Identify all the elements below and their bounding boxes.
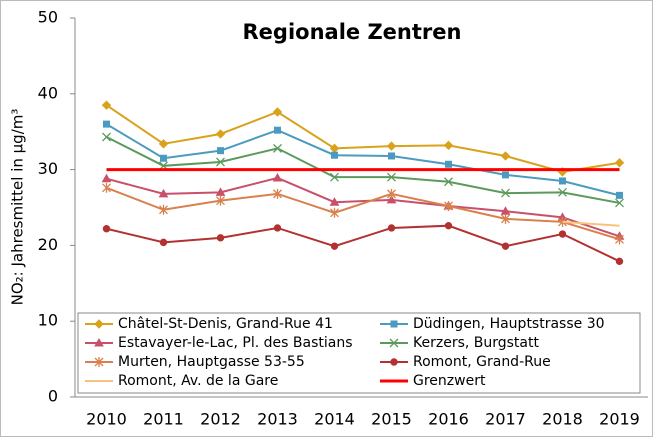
- data-point: [101, 100, 112, 110]
- legend-marker: [94, 337, 104, 347]
- data-point: [387, 224, 396, 232]
- data-point: [616, 191, 623, 199]
- data-point: [273, 188, 282, 199]
- legend-label: Grenzwert: [413, 373, 486, 389]
- series-line: [562, 220, 620, 227]
- data-point: [445, 160, 452, 168]
- data-point: [217, 147, 224, 155]
- legend-marker: [94, 357, 104, 367]
- data-point: [158, 139, 169, 149]
- x-tick-label: 2011: [143, 410, 184, 429]
- data-point: [386, 141, 397, 151]
- series-line: [105, 123, 620, 197]
- x-tick-label: 2012: [200, 410, 241, 429]
- legend-marker: [390, 358, 398, 366]
- data-point: [500, 151, 511, 161]
- legend-label: Kerzers, Burgstatt: [413, 335, 539, 351]
- data-point: [444, 177, 453, 187]
- series-line: [106, 176, 620, 238]
- data-point: [216, 157, 225, 167]
- legend-marker: [94, 319, 104, 329]
- plot-area: 0 10 20 30 40 50 2010 2011 2012 2013 2014 2015 2016 2…: [38, 8, 640, 429]
- y-tick-label: 40: [38, 83, 58, 102]
- data-point: [559, 177, 566, 185]
- legend-label: Murten, Hauptgasse 53-55: [118, 354, 305, 370]
- data-point: [501, 213, 510, 224]
- data-point: [330, 172, 339, 182]
- legend: Châtel-St-Denis, Grand-Rue 41 Düdingen, H…: [85, 316, 605, 389]
- y-tick-label: 30: [38, 159, 58, 178]
- data-point: [443, 140, 454, 151]
- data-point: [387, 172, 396, 182]
- data-point: [216, 195, 225, 206]
- data-point: [158, 188, 169, 198]
- legend-label: Romont, Grand-Rue: [413, 354, 551, 370]
- y-tick-label: 50: [38, 8, 58, 27]
- data-point: [103, 120, 110, 128]
- x-tick-label: 2010: [86, 410, 127, 429]
- data-point: [558, 230, 567, 238]
- series-line: [106, 136, 620, 204]
- series-line: [105, 104, 620, 173]
- data-point: [272, 107, 283, 117]
- legend-label: Châtel-St-Denis, Grand-Rue 41: [118, 316, 333, 332]
- data-point: [615, 198, 624, 208]
- y-tick-label: 10: [38, 311, 58, 330]
- legend-label: Düdingen, Hauptstrasse 30: [413, 316, 605, 332]
- x-tick-label: 2016: [428, 410, 469, 429]
- x-tick-label: 2014: [314, 410, 355, 429]
- data-point: [501, 188, 510, 198]
- series-line: [106, 224, 620, 263]
- y-tick-label: 20: [38, 235, 58, 254]
- data-point: [102, 132, 111, 142]
- data-point: [273, 224, 282, 232]
- legend-label: Romont, Av. de la Gare: [118, 373, 278, 389]
- legend-box: [77, 312, 641, 394]
- data-point: [614, 158, 625, 168]
- data-point: [329, 197, 340, 206]
- series-line: [106, 186, 620, 241]
- data-point: [387, 188, 396, 199]
- data-point: [160, 154, 167, 162]
- data-point: [102, 225, 111, 233]
- y-tick-label: 0: [48, 387, 58, 406]
- data-point: [330, 242, 339, 250]
- data-point: [444, 221, 453, 230]
- data-point: [331, 151, 338, 159]
- data-point: [502, 171, 509, 179]
- data-point: [159, 238, 168, 247]
- x-tick-label: 2017: [485, 410, 526, 429]
- data-point: [215, 129, 226, 139]
- data-point: [273, 143, 282, 153]
- data-point: [615, 257, 624, 266]
- data-point: [615, 234, 624, 245]
- data-point: [102, 182, 111, 193]
- data-point: [386, 194, 397, 204]
- data-point: [272, 172, 283, 182]
- x-tick-label: 2013: [257, 410, 298, 429]
- data-point: [501, 242, 510, 250]
- data-point: [444, 200, 453, 211]
- chart-title: Regionale Zentren: [243, 20, 462, 44]
- x-tick-label: 2015: [371, 410, 412, 429]
- x-tick-label: 2018: [542, 410, 583, 429]
- y-axis-label: NO₂: Jahresmittel in µg/m³: [9, 109, 27, 306]
- data-point: [330, 207, 339, 218]
- x-tick-label: 2019: [599, 410, 640, 429]
- data-point: [101, 173, 112, 183]
- data-point: [215, 187, 226, 196]
- legend-marker: [389, 338, 399, 348]
- data-point: [388, 152, 395, 160]
- data-point: [216, 234, 225, 242]
- data-point: [159, 204, 168, 215]
- data-point: [274, 126, 281, 134]
- data-point: [558, 187, 567, 197]
- legend-label: Estavayer-le-Lac, Pl. des Bastians: [118, 335, 353, 351]
- legend-marker: [390, 320, 398, 328]
